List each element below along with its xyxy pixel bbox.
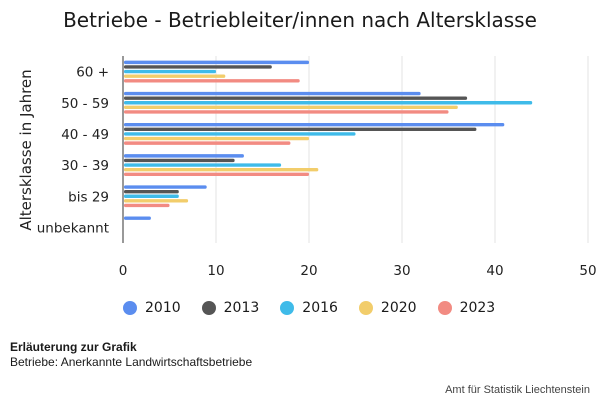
source-credit: Amt für Statistik Liechtenstein <box>445 384 590 396</box>
bar[interactable] <box>124 136 309 141</box>
legend-label: 2013 <box>223 300 260 316</box>
bar[interactable] <box>124 79 300 83</box>
bars <box>124 60 533 220</box>
legend-swatch <box>280 301 295 315</box>
legend-label: 2016 <box>302 300 338 316</box>
x-tick-label: 20 <box>300 263 317 279</box>
bar[interactable] <box>124 101 533 105</box>
bar[interactable] <box>124 105 458 110</box>
bar[interactable] <box>124 127 477 132</box>
bar[interactable] <box>124 203 170 208</box>
bar[interactable] <box>124 189 179 194</box>
legend-label: 2023 <box>459 300 496 316</box>
legend-item[interactable]: 2016 <box>280 300 338 316</box>
note-text: Betriebe: Anerkannte Landwirtschaftsbetr… <box>10 355 253 369</box>
bar[interactable] <box>124 185 207 189</box>
x-tick-label: 50 <box>579 263 596 279</box>
legend-swatch <box>437 301 452 315</box>
y-tick-label: 60 + <box>76 65 109 81</box>
legend-swatch <box>358 301 373 315</box>
legend-label: 2010 <box>145 300 181 316</box>
legend-item[interactable]: 2023 <box>437 300 496 316</box>
x-tick-label: 10 <box>207 263 224 279</box>
bar[interactable] <box>124 74 226 78</box>
bar[interactable] <box>124 172 309 176</box>
grid-lines <box>122 56 589 243</box>
bar[interactable] <box>124 158 235 163</box>
x-tick-label: 0 <box>119 263 128 279</box>
y-axis-title: Altersklasse in Jahren <box>17 69 35 230</box>
y-tick-label: 50 - 59 <box>61 96 109 112</box>
bar[interactable] <box>124 216 151 220</box>
bar[interactable] <box>124 91 421 96</box>
legend-label: 2020 <box>380 300 417 316</box>
bar[interactable] <box>124 65 272 69</box>
bar[interactable] <box>124 110 449 114</box>
chart-title: Betriebe - Betriebleiter/innen nach Alte… <box>63 8 537 32</box>
note-heading: Erläuterung zur Grafik <box>10 340 137 354</box>
bar[interactable] <box>124 194 179 198</box>
legend-item[interactable]: 2010 <box>123 300 181 316</box>
tick-labels: 0 10 20 30 40 50 60 + 50 - 59 40 - 49 30 - 39 bis … <box>37 65 597 279</box>
y-tick-label: 40 - 49 <box>61 127 109 143</box>
bar[interactable] <box>124 132 356 136</box>
bar[interactable] <box>124 141 291 145</box>
legend-item[interactable]: 2020 <box>358 300 417 316</box>
legend-item[interactable]: 2013 <box>201 300 260 316</box>
bar[interactable] <box>124 154 244 158</box>
y-tick-label: unbekannt <box>37 220 109 236</box>
x-tick-label: 40 <box>486 263 503 279</box>
bar[interactable] <box>124 96 468 100</box>
legend-swatch <box>201 301 216 315</box>
bar[interactable] <box>124 60 309 65</box>
legend: 2010 2013 2016 2020 2023 <box>0 300 600 316</box>
bar[interactable] <box>124 199 189 203</box>
bar[interactable] <box>124 167 319 172</box>
y-tick-label: bis 29 <box>68 189 109 205</box>
bar[interactable] <box>124 163 282 167</box>
bar[interactable] <box>124 69 216 74</box>
legend-swatch <box>123 301 137 315</box>
x-tick-label: 30 <box>393 263 410 279</box>
bar[interactable] <box>124 123 505 127</box>
y-tick-label: 30 - 39 <box>61 158 109 174</box>
